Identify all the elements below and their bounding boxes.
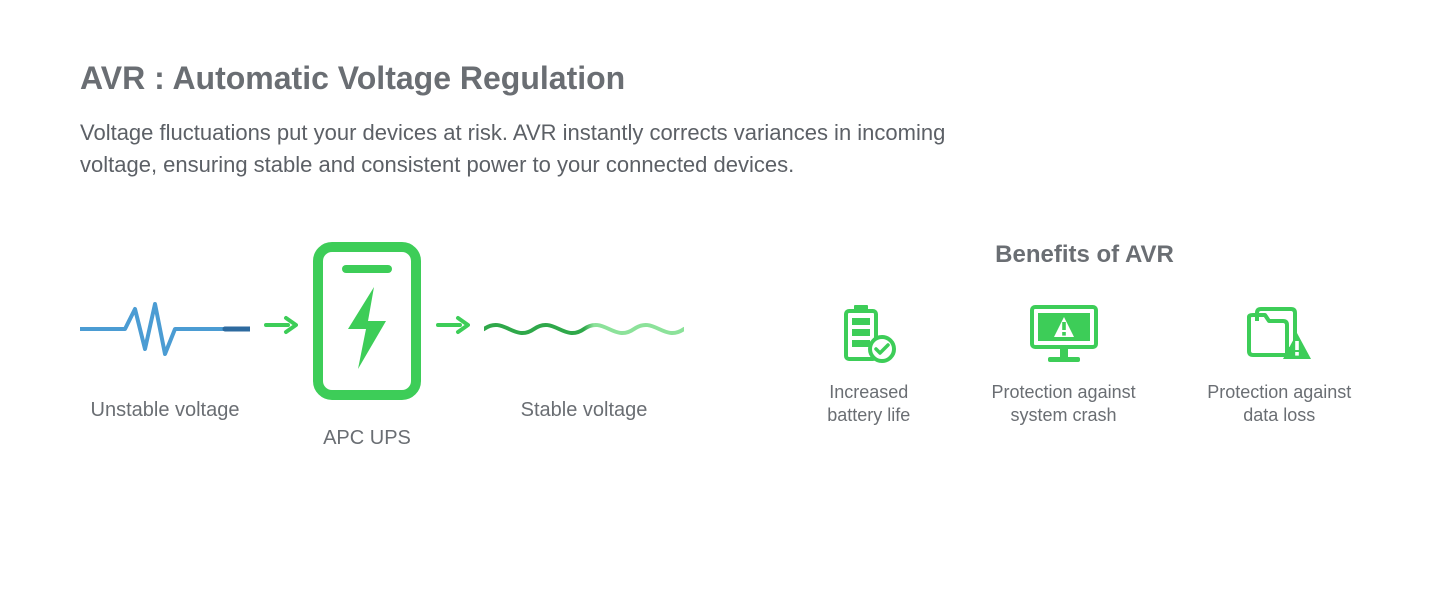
stable-voltage-label: Stable voltage [521, 399, 648, 422]
benefits-title: Benefits of AVR [804, 241, 1365, 269]
folder-warning-icon [1243, 305, 1315, 363]
ups-device-icon [312, 241, 422, 401]
ups-label: APC UPS [323, 427, 411, 450]
benefit-data-loss: Protection against data loss [1194, 299, 1365, 428]
avr-diagram: Unstable voltage APC UPS [80, 241, 684, 450]
benefit-system-crash: Protection against system crash [974, 299, 1154, 428]
unstable-voltage-label: Unstable voltage [91, 399, 240, 422]
arrow-right-icon [264, 315, 298, 335]
page-description: Voltage fluctuations put your devices at… [80, 117, 980, 181]
benefit-label: Protection against system crash [974, 381, 1154, 428]
benefits-section: Benefits of AVR Increased battery life [804, 241, 1365, 428]
benefit-label: Protection against data loss [1194, 381, 1365, 428]
benefits-row: Increased battery life Protection agains… [804, 299, 1365, 428]
page-title: AVR : Automatic Voltage Regulation [80, 60, 1365, 97]
benefit-battery: Increased battery life [804, 299, 934, 428]
unstable-voltage-block: Unstable voltage [80, 269, 250, 422]
battery-check-icon [840, 303, 898, 363]
unstable-wave-icon [80, 299, 250, 359]
ups-block: APC UPS [312, 241, 422, 450]
stable-wave-icon [484, 299, 684, 359]
content-row: Unstable voltage APC UPS [80, 241, 1365, 450]
monitor-warning-icon [1028, 303, 1100, 363]
arrow-right-icon [436, 315, 470, 335]
benefit-label: Increased battery life [804, 381, 934, 428]
stable-voltage-block: Stable voltage [484, 269, 684, 422]
